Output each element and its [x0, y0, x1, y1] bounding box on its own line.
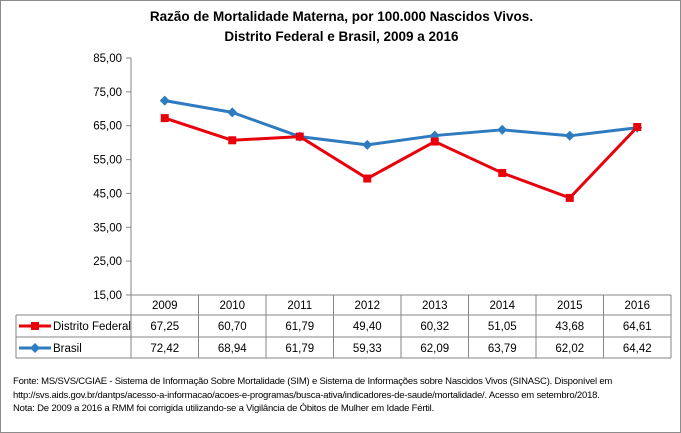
- note-correction: Nota: De 2009 a 2016 a RMM foi corrigida…: [13, 403, 435, 414]
- y-tick-label: 25,00: [93, 256, 122, 268]
- legend-diamond-marker: [30, 343, 40, 353]
- x-category-label: 2014: [489, 300, 515, 312]
- data-table-cell: 59,33: [353, 343, 382, 355]
- title-line-2: Distrito Federal e Brasil, 2009 a 2016: [224, 29, 459, 44]
- data-point-distrito-federal: [633, 123, 642, 132]
- chart-title: Razão de Mortalidade Materna, por 100.00…: [1, 7, 680, 47]
- data-point-distrito-federal: [363, 174, 372, 183]
- data-table-cell: 43,68: [555, 321, 584, 333]
- data-table-cell: 61,79: [285, 343, 314, 355]
- y-tick-label: 15,00: [93, 290, 122, 302]
- data-table-cell: 68,94: [218, 343, 247, 355]
- note-url: http://svs.aids.gov.br/dantps/acesso-a-i…: [13, 389, 600, 401]
- x-category-label: 2015: [557, 300, 583, 312]
- data-table-cell: 67,25: [150, 321, 179, 333]
- data-point-brasil: [227, 107, 238, 118]
- y-tick-label: 65,00: [93, 121, 122, 133]
- x-category-label: 2010: [219, 300, 245, 312]
- series-line-distrito-federal: [164, 116, 639, 200]
- data-point-brasil: [564, 130, 575, 141]
- y-tick-label: 75,00: [93, 87, 122, 99]
- data-point-brasil: [497, 124, 508, 135]
- x-category-label: 2013: [422, 300, 448, 312]
- y-tick-label: 55,00: [93, 155, 122, 167]
- data-point-distrito-federal: [565, 193, 574, 202]
- x-category-label: 2011: [287, 300, 312, 312]
- data-point-distrito-federal: [228, 136, 237, 145]
- data-table-cell: 62,09: [420, 343, 449, 355]
- x-category-label: 2009: [152, 300, 178, 312]
- data-point-distrito-federal: [160, 114, 169, 123]
- data-table-cell: 49,40: [353, 321, 382, 333]
- x-category-label: 2012: [354, 300, 380, 312]
- y-tick-label: 45,00: [93, 188, 122, 200]
- data-point-distrito-federal: [295, 132, 304, 141]
- data-point-distrito-federal: [430, 137, 439, 146]
- data-table-cell: 60,32: [420, 321, 449, 333]
- data-table-cell: 61,79: [285, 321, 314, 333]
- data-table-cell: 62,02: [555, 343, 584, 355]
- y-tick-label: 35,00: [93, 222, 122, 234]
- series-line-brasil: [164, 99, 638, 147]
- note-source: Fonte: MS/SVS/CGIAE - Sistema de Informa…: [13, 376, 613, 387]
- data-point-brasil: [159, 95, 170, 106]
- legend-square-marker: [31, 322, 39, 330]
- data-table-cell: 64,42: [623, 343, 652, 355]
- data-table-cell: 64,61: [623, 321, 652, 333]
- legend-label: Distrito Federal: [53, 321, 131, 333]
- y-tick-label: 85,00: [93, 53, 122, 65]
- legend-label: Brasil: [53, 343, 82, 355]
- data-point-brasil: [362, 139, 373, 150]
- data-table-cell: 51,05: [488, 321, 517, 333]
- title-line-1: Razão de Mortalidade Materna, por 100.00…: [149, 9, 534, 24]
- data-table-cell: 60,70: [218, 321, 247, 333]
- data-table-cell: 72,42: [150, 343, 179, 355]
- x-category-label: 2016: [624, 300, 650, 312]
- data-table-cell: 63,79: [488, 343, 517, 355]
- data-point-distrito-federal: [498, 168, 507, 177]
- source-notes: Fonte: MS/SVS/CGIAE - Sistema de Informa…: [13, 375, 612, 416]
